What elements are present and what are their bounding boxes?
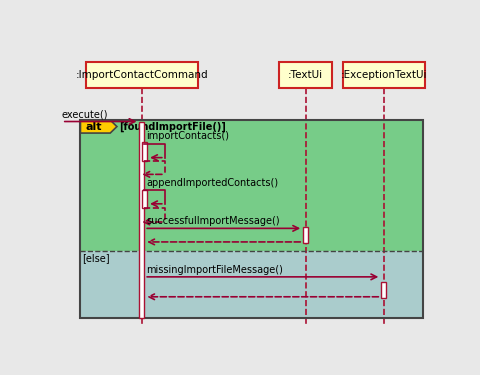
Bar bbox=[143, 142, 147, 160]
Text: [foundImportFile()]: [foundImportFile()] bbox=[120, 122, 227, 132]
Text: appendImportedContacts(): appendImportedContacts() bbox=[146, 178, 278, 188]
Polygon shape bbox=[81, 120, 117, 133]
Bar bbox=[343, 62, 424, 88]
Bar bbox=[81, 252, 423, 318]
Bar bbox=[81, 120, 423, 318]
Text: alt: alt bbox=[85, 122, 102, 132]
Bar bbox=[143, 190, 147, 208]
Bar bbox=[86, 62, 198, 88]
Bar bbox=[81, 120, 423, 252]
Bar bbox=[303, 227, 308, 243]
Text: importContacts(): importContacts() bbox=[146, 132, 229, 141]
Text: execute(): execute() bbox=[62, 109, 108, 119]
Bar bbox=[139, 122, 144, 318]
Text: successfulImportMessage(): successfulImportMessage() bbox=[146, 216, 280, 226]
Text: missingImportFileMessage(): missingImportFileMessage() bbox=[146, 264, 283, 274]
Text: [else]: [else] bbox=[83, 253, 110, 263]
Text: :ExceptionTextUi: :ExceptionTextUi bbox=[340, 70, 427, 80]
Text: :TextUi: :TextUi bbox=[288, 70, 323, 80]
Text: :ImportContactCommand: :ImportContactCommand bbox=[75, 70, 208, 80]
Bar bbox=[279, 62, 332, 88]
Bar bbox=[381, 282, 386, 298]
